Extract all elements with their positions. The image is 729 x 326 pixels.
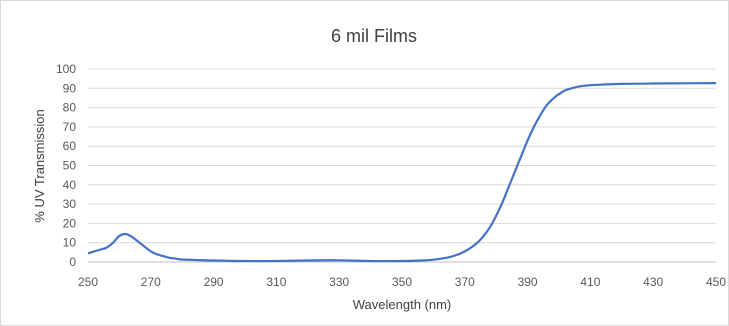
x-tick-label: 290	[204, 275, 224, 289]
x-tick-label: 390	[518, 275, 538, 289]
y-tick-label: 50	[63, 159, 77, 173]
x-tick-label: 350	[392, 275, 412, 289]
y-axis-ticks: 0 10 20 30 40 50 60 70 80 90 100	[56, 62, 76, 269]
y-tick-label: 70	[63, 120, 77, 134]
x-axis-ticks: 250 270 290 310 330 350 370 390 410 430 450	[78, 275, 726, 289]
y-axis-title: % UV Transmission	[32, 109, 47, 222]
y-tick-label: 20	[63, 216, 77, 230]
y-tick-label: 100	[56, 62, 76, 76]
series-line	[87, 82, 717, 263]
y-tick-label: 80	[63, 101, 77, 115]
y-tick-label: 40	[63, 178, 77, 192]
x-tick-label: 430	[643, 275, 663, 289]
x-tick-label: 370	[455, 275, 475, 289]
y-tick-label: 30	[63, 197, 77, 211]
chart-title: 6 mil Films	[331, 26, 417, 46]
y-tick-label: 0	[69, 255, 76, 269]
x-tick-label: 250	[78, 275, 98, 289]
x-tick-label: 270	[141, 275, 161, 289]
y-tick-label: 10	[63, 236, 77, 250]
y-tick-label: 60	[63, 139, 77, 153]
x-tick-label: 410	[580, 275, 600, 289]
x-tick-label: 450	[706, 275, 726, 289]
y-tick-label: 90	[63, 81, 77, 95]
x-tick-label: 310	[266, 275, 286, 289]
grid-lines	[88, 68, 716, 244]
x-tick-label: 330	[329, 275, 349, 289]
x-axis-title: Wavelength (nm)	[353, 297, 452, 312]
